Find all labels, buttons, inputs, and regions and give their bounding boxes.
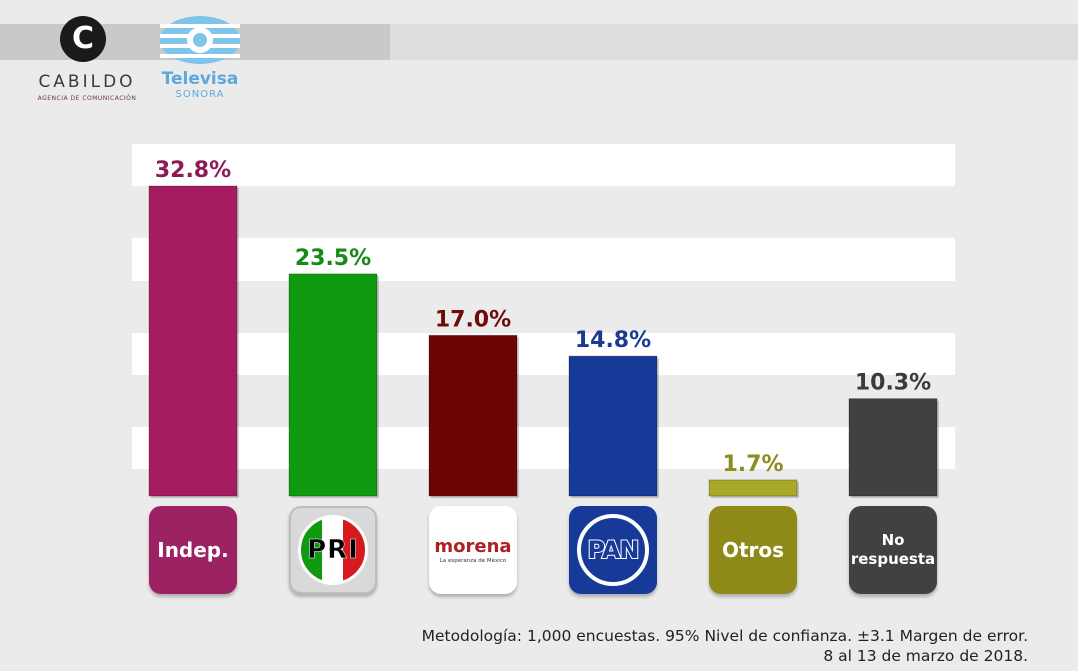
header-bar-right <box>390 24 1078 60</box>
badge-label: Otros <box>721 538 785 562</box>
date-line: 8 al 13 de marzo de 2018. <box>823 647 1028 665</box>
badge-label: No respuesta <box>850 531 936 568</box>
value-label: 23.5% <box>295 246 371 271</box>
badge-indep: Indep. <box>149 506 237 594</box>
badge-sublabel: La esperanza de México <box>439 557 507 564</box>
grid-band <box>132 333 955 375</box>
bar-pan <box>568 355 658 497</box>
cabildo-logo: C CABILDO AGENCIA DE COMUNICACIÓN <box>22 14 152 106</box>
televisa-logo: Televisa SONORA <box>150 14 250 106</box>
badge-label: PRI <box>307 535 359 566</box>
grid-band <box>132 144 955 186</box>
value-label: 17.0% <box>435 307 511 332</box>
cabildo-symbol: C <box>71 21 95 56</box>
pri-logo-icon: PRI <box>298 515 368 585</box>
grid-band <box>132 427 955 469</box>
cabildo-tagline: AGENCIA DE COMUNICACIÓN <box>37 95 137 102</box>
badge-pri: PRI <box>289 506 377 594</box>
pan-logo-icon: PAN <box>577 514 649 586</box>
bar-indep- <box>148 185 238 497</box>
value-label: 10.3% <box>855 371 931 396</box>
televisa-ring-icon <box>160 16 240 64</box>
methodology-line: Metodología: 1,000 encuestas. 95% Nivel … <box>421 627 1028 645</box>
badge-otros: Otros <box>709 506 797 594</box>
chart-grid-bands <box>132 144 955 469</box>
badge-label: morena <box>434 535 512 557</box>
badge-pan: PAN <box>569 506 657 594</box>
value-label: 32.8% <box>155 158 231 183</box>
cabildo-name: CABILDO <box>38 72 136 92</box>
bar-morena <box>428 334 518 497</box>
badge-morena: morena La esperanza de México <box>429 506 517 594</box>
badge-label: Indep. <box>157 538 229 562</box>
bar-chart: 32.8% 23.5% 17.0% 14.8% 1.7% 10.3% <box>132 144 955 498</box>
chart-value-labels: 32.8% 23.5% 17.0% 14.8% 1.7% 10.3% <box>155 158 931 477</box>
chart-bars <box>148 185 939 498</box>
cabildo-c-icon: C <box>60 16 106 62</box>
televisa-sub: SONORA <box>175 89 225 100</box>
badge-no-respuesta: No respuesta <box>849 506 937 594</box>
methodology-note: Metodología: 1,000 encuestas. 95% Nivel … <box>422 626 1028 666</box>
grid-band <box>132 238 955 281</box>
morena-logo-icon: morena La esperanza de México <box>434 535 512 564</box>
bar-otros <box>708 479 798 497</box>
televisa-name: Televisa <box>161 69 239 89</box>
value-label: 1.7% <box>722 452 783 477</box>
bar-pri <box>288 273 378 497</box>
badge-label: PAN <box>586 535 640 565</box>
bar-no-respuesta <box>848 398 938 497</box>
value-label: 14.8% <box>575 328 651 353</box>
